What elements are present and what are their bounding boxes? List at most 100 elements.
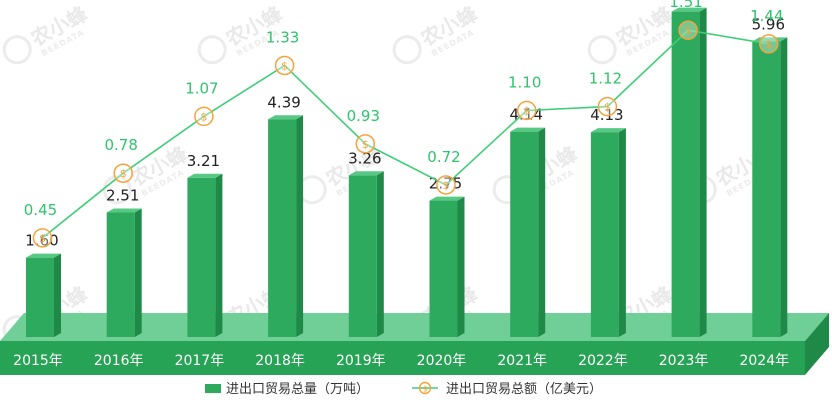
bar-data-label: 3.26	[348, 149, 381, 167]
line-point-marker	[194, 106, 214, 127]
bar-2023年	[671, 7, 707, 338]
x-tick-label: 2021年	[497, 353, 547, 369]
bar-side-face	[699, 7, 707, 338]
line-marker-symbol: $	[362, 138, 369, 151]
bar-2017年	[187, 173, 223, 337]
line-marker-symbol: $	[200, 110, 207, 123]
bar-2016年	[106, 208, 142, 337]
bar-front-face	[187, 177, 216, 337]
bar-top-face	[510, 127, 546, 132]
line-data-label: 1.12	[589, 70, 622, 88]
watermark-logo-icon	[102, 175, 132, 205]
line-marker-symbol: $	[685, 24, 692, 37]
bar-side-face	[780, 37, 788, 337]
bar-2021年	[510, 127, 546, 337]
legend-bar-swatch	[205, 384, 221, 393]
bar-side-face	[538, 127, 546, 337]
bar-front-face	[26, 257, 54, 337]
x-tick-label: 2019年	[336, 353, 386, 369]
bar-data-label: 5.96	[752, 15, 785, 33]
bar-front-face	[106, 212, 135, 337]
bar-2015年	[26, 253, 61, 337]
line-point-marker	[355, 134, 376, 154]
line-point-marker	[759, 34, 779, 54]
bar-top-face	[429, 196, 465, 201]
bar-top-face	[26, 253, 61, 258]
line-point-marker	[516, 100, 537, 121]
legend-line-marker	[418, 381, 432, 395]
line-data-label: 1.44	[750, 7, 783, 25]
legend-line-label: 进出口贸易总额（亿美元）	[446, 382, 602, 397]
bar-series	[26, 7, 788, 338]
bar-top-face	[106, 208, 142, 213]
bar-side-face	[457, 196, 465, 337]
bar-data-label: 6.56	[671, 0, 704, 4]
bar-front-face	[268, 119, 297, 337]
line-point-marker	[597, 96, 618, 117]
line-data-label: 1.33	[266, 28, 299, 46]
bar-top-face	[590, 128, 626, 133]
line-data-label: 0.93	[347, 107, 380, 125]
bar-front-face	[590, 132, 619, 337]
line-point-marker	[274, 55, 295, 76]
bar-data-label: 4.39	[267, 93, 300, 111]
line-data-label: 0.72	[427, 148, 460, 166]
bar-side-face	[54, 253, 61, 337]
line-series: $0.45 $0.78 $1.07 $1.33 $0.93 $0.72 $1.10 $1.12…	[24, 0, 784, 248]
x-tick-label: 2023年	[659, 353, 709, 369]
bar-top-face	[671, 7, 707, 12]
floor-front-face	[0, 341, 805, 375]
bar-data-label: 2.51	[106, 187, 139, 205]
x-tick-label: 2016年	[94, 353, 144, 369]
bar-front-face	[752, 41, 781, 337]
bar-front-face	[348, 175, 377, 337]
bar-front-face	[429, 200, 458, 337]
bar-2020年	[429, 196, 465, 337]
bar-2019年	[348, 171, 384, 337]
line-point-marker	[436, 175, 456, 195]
bar-side-face	[618, 128, 626, 337]
line-data-label: 0.45	[24, 201, 57, 219]
bar-2024年	[752, 37, 788, 337]
line-marker-symbol: $	[120, 167, 127, 180]
x-tick-label: 2020年	[417, 353, 467, 369]
watermark-logo-icon	[2, 35, 32, 65]
line-path	[41, 29, 769, 239]
watermark-logo-icon	[392, 35, 422, 65]
watermark-logo-icon	[197, 35, 227, 65]
x-tick-label: 2022年	[578, 353, 628, 369]
line-marker-symbol: $	[39, 232, 46, 245]
line-data-label: 1.07	[185, 79, 218, 97]
line-marker-symbol: $	[765, 38, 772, 51]
legend-marker-symbol: $	[422, 385, 427, 394]
bar-2022年	[590, 128, 626, 337]
line-point-marker	[678, 20, 698, 40]
legend: 进出口贸易总量（万吨） $ 进出口贸易总额（亿美元）	[205, 381, 602, 397]
line-data-label: 1.10	[508, 74, 541, 92]
line-marker-symbol: $	[443, 179, 450, 192]
bar-side-face	[215, 173, 223, 337]
floor-side-face	[805, 313, 829, 375]
watermark-logo-icon	[587, 35, 617, 65]
x-tick-label: 2015年	[13, 353, 63, 369]
line-marker-symbol: $	[604, 101, 611, 114]
bar-2018年	[268, 115, 304, 337]
bar-front-face	[671, 11, 700, 338]
bar-top-face	[268, 115, 304, 120]
bar-front-face	[510, 131, 539, 337]
line-marker-symbol: $	[523, 105, 530, 118]
line-marker-symbol: $	[281, 59, 288, 72]
x-tick-label: 2018年	[255, 353, 305, 369]
x-tick-label: 2024年	[739, 353, 789, 369]
bar-side-face	[134, 208, 142, 337]
x-axis-tick-labels: 2015年 2016年 2017年 2018年 2019年 2020年 2021年 2022年…	[13, 353, 789, 369]
line-data-label: 0.78	[104, 136, 137, 154]
bar-side-face	[296, 115, 304, 337]
bar-side-face	[376, 171, 384, 337]
bar-top-face	[348, 171, 384, 176]
line-point-marker	[113, 163, 133, 183]
